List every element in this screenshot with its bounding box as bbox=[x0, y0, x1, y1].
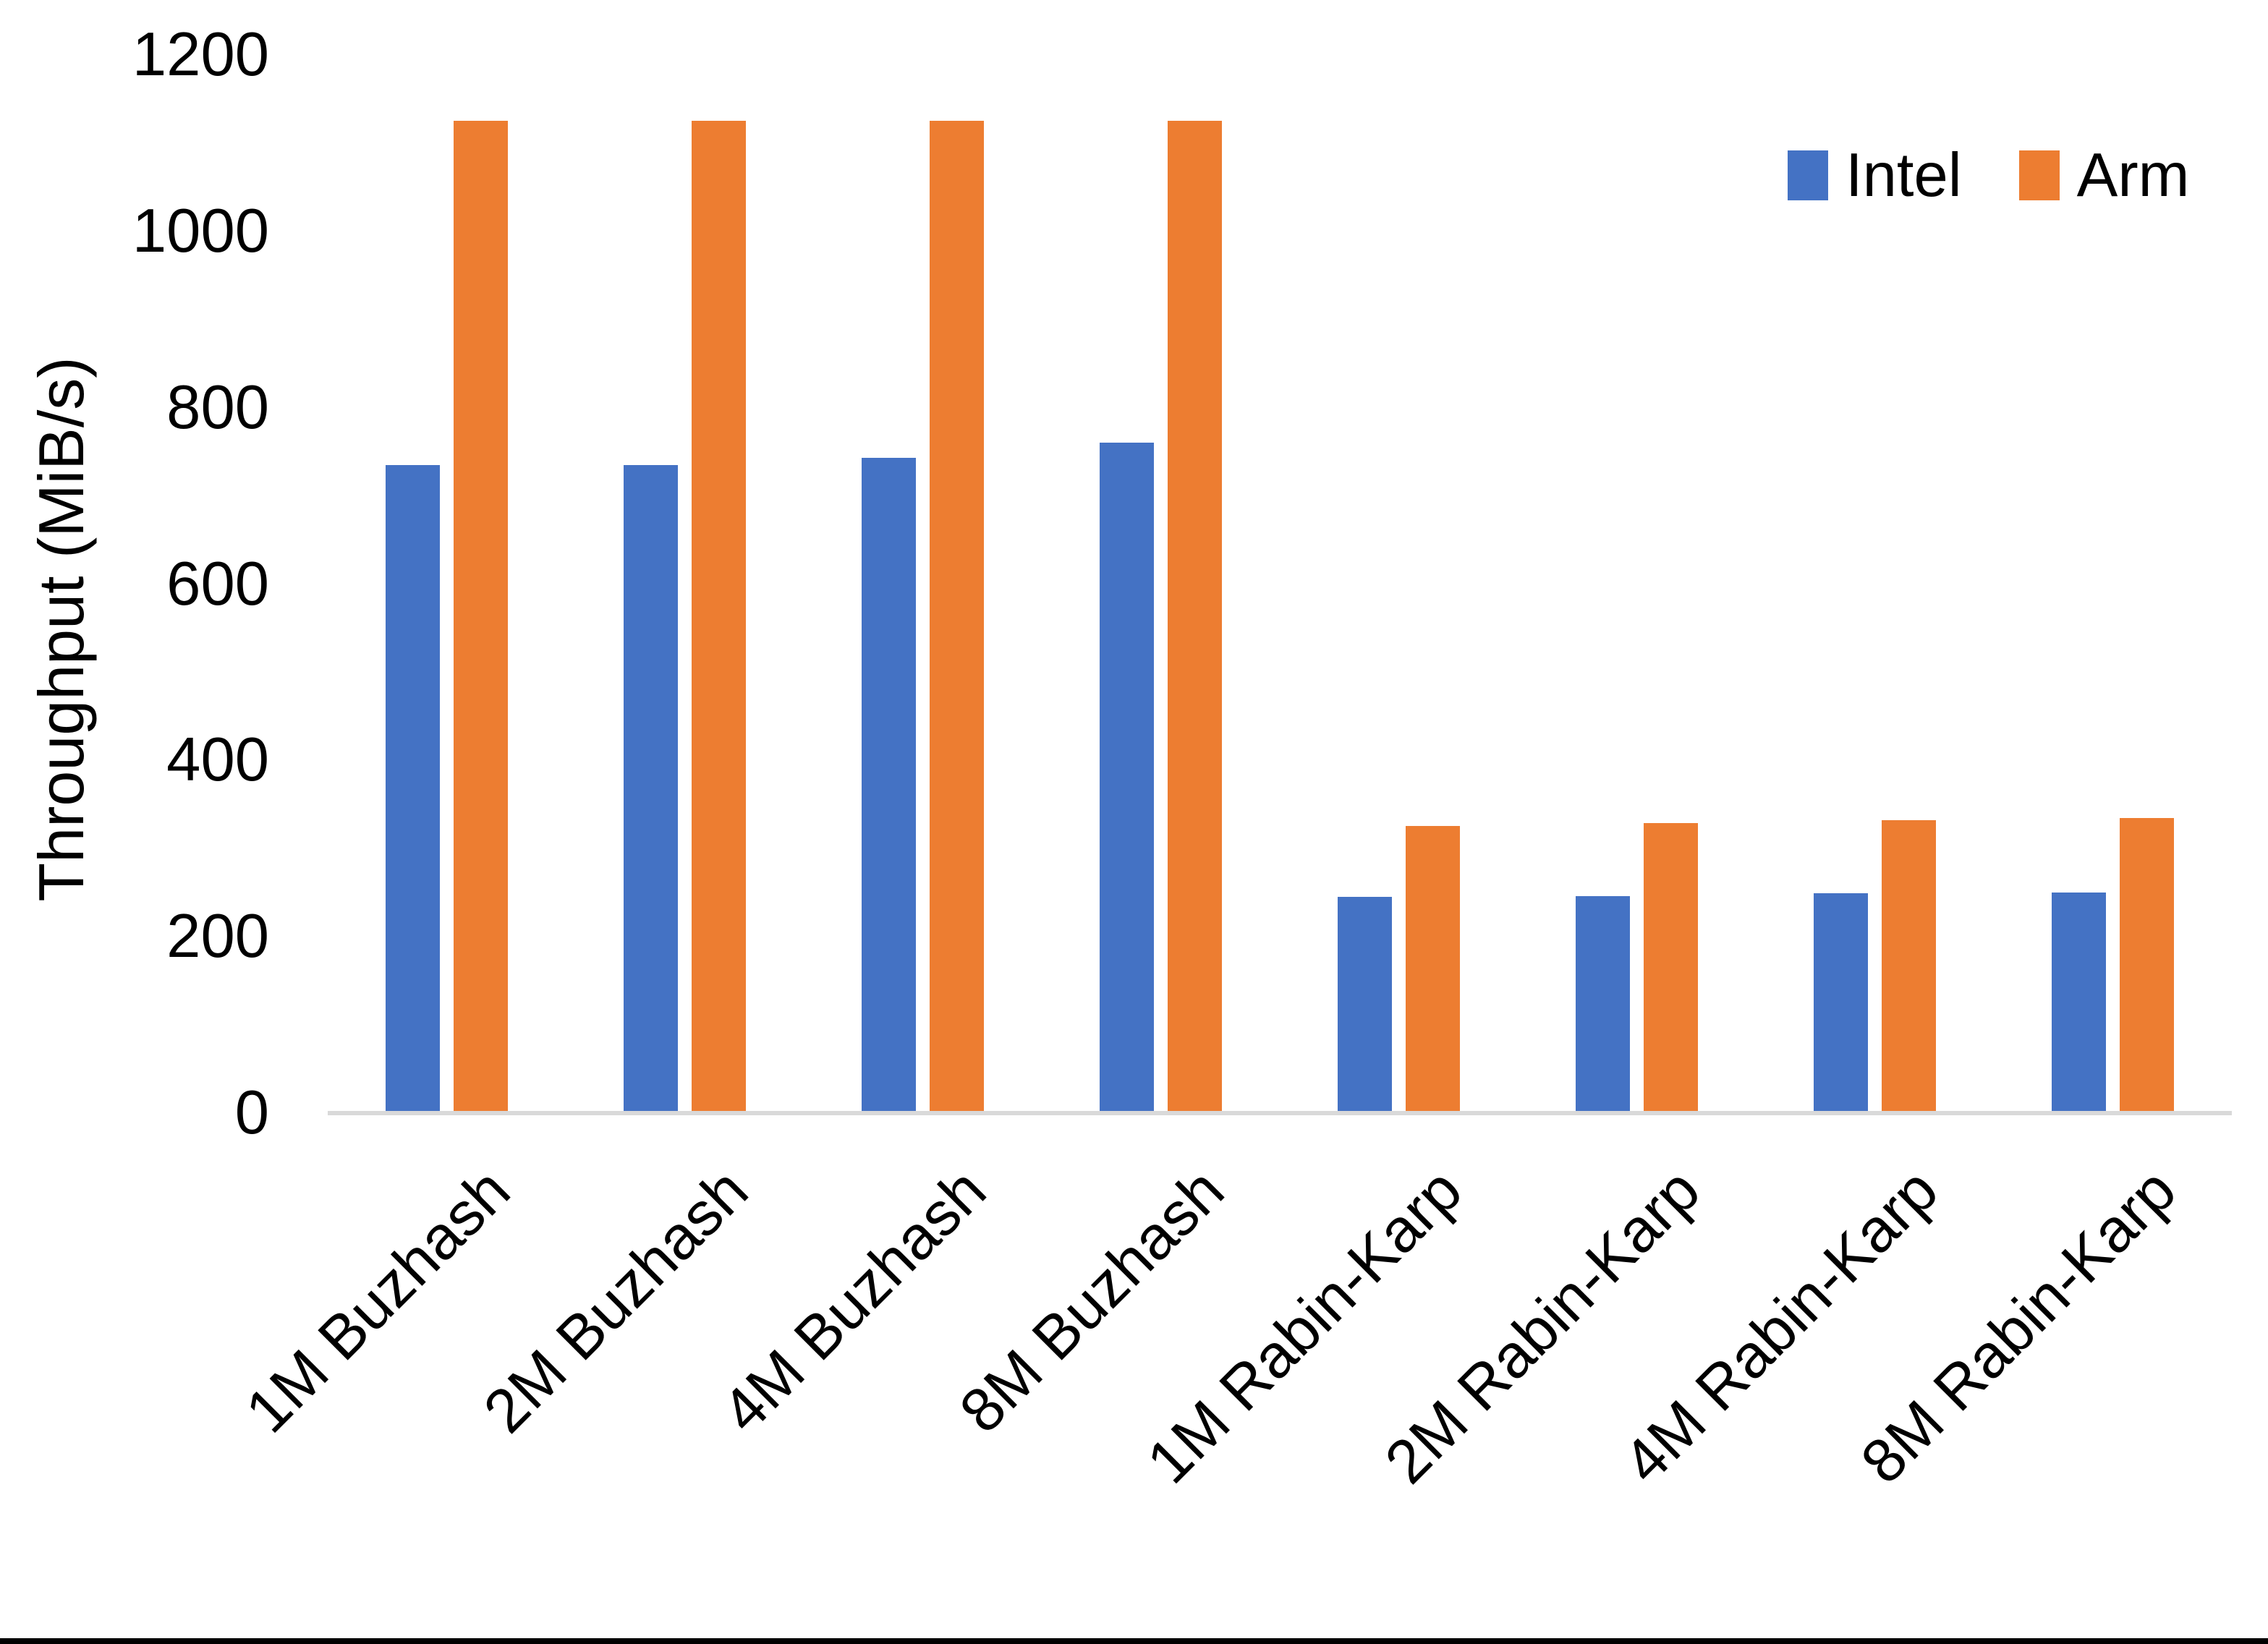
bar-arm-2 bbox=[930, 121, 984, 1113]
y-tick-1200: 1200 bbox=[132, 20, 269, 89]
bar-group-7 bbox=[1994, 55, 2232, 1113]
bar-intel-1 bbox=[624, 465, 678, 1113]
bar-group-0 bbox=[328, 55, 566, 1113]
bar-intel-2 bbox=[862, 458, 916, 1113]
legend: Intel Arm bbox=[1788, 145, 2189, 206]
bar-arm-6 bbox=[1882, 820, 1936, 1113]
y-tick-200: 200 bbox=[166, 902, 269, 971]
legend-label-arm: Arm bbox=[2076, 141, 2190, 210]
legend-swatch-arm bbox=[2018, 150, 2060, 200]
bar-group-3 bbox=[1042, 55, 1280, 1113]
x-axis-line bbox=[328, 1111, 2232, 1115]
bar-intel-6 bbox=[1814, 893, 1868, 1113]
bar-intel-3 bbox=[1100, 443, 1154, 1113]
bottom-border bbox=[0, 1638, 2268, 1644]
bar-intel-5 bbox=[1576, 896, 1630, 1113]
y-tick-0: 0 bbox=[234, 1078, 269, 1147]
bar-arm-1 bbox=[692, 121, 746, 1113]
bar-intel-7 bbox=[2052, 893, 2106, 1113]
y-tick-400: 400 bbox=[166, 725, 269, 795]
bar-arm-3 bbox=[1168, 121, 1222, 1113]
bar-arm-4 bbox=[1406, 826, 1460, 1113]
legend-swatch-intel bbox=[1788, 150, 1828, 200]
plot-area bbox=[328, 55, 2232, 1113]
bar-group-2 bbox=[804, 55, 1042, 1113]
bar-intel-4 bbox=[1338, 897, 1392, 1113]
legend-label-intel: Intel bbox=[1846, 141, 1962, 210]
legend-item-intel: Intel bbox=[1788, 145, 1962, 206]
legend-item-arm: Arm bbox=[2018, 141, 2190, 210]
bar-group-5 bbox=[1518, 55, 1756, 1113]
y-tick-1000: 1000 bbox=[132, 196, 269, 265]
bar-arm-0 bbox=[454, 121, 508, 1113]
y-tick-600: 600 bbox=[166, 549, 269, 618]
bar-group-6 bbox=[1756, 55, 1994, 1113]
y-tick-800: 800 bbox=[166, 372, 269, 442]
bar-intel-0 bbox=[386, 465, 440, 1113]
bar-arm-5 bbox=[1644, 823, 1698, 1113]
bar-group-1 bbox=[566, 55, 804, 1113]
bar-group-4 bbox=[1280, 55, 1518, 1113]
bar-arm-7 bbox=[2120, 818, 2174, 1113]
